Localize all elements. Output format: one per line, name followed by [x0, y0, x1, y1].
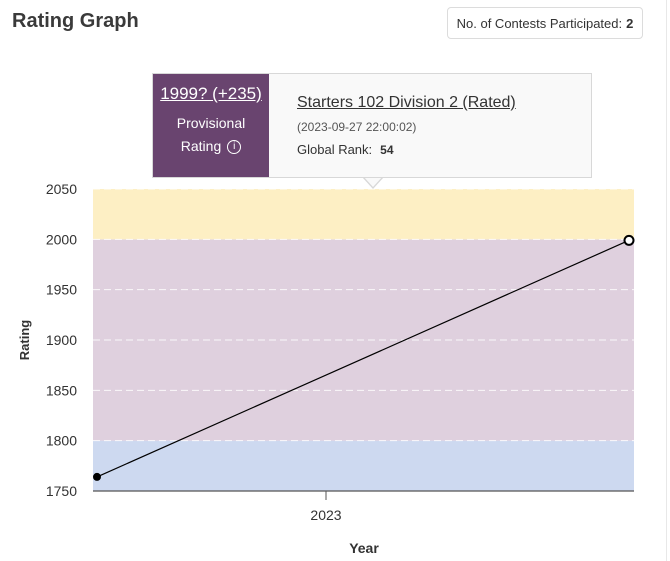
contest-name-link[interactable]: Starters 102 Division 2 (Rated): [297, 94, 516, 111]
data-point: [93, 472, 101, 481]
rating-band-2: [93, 189, 634, 240]
y-tick-label: 2050: [46, 181, 77, 197]
tooltip-details: Starters 102 Division 2 (Rated) (2023-09…: [269, 74, 516, 177]
rating-series: [93, 234, 635, 481]
y-tick-label: 1850: [46, 382, 77, 398]
contests-badge: No. of Contests Participated: 2: [447, 7, 643, 39]
tooltip-rating-panel: 1999? (+235) Provisional Rating i: [153, 74, 269, 177]
provisional-line2-text: Rating: [180, 138, 222, 154]
contest-tooltip: 1999? (+235) Provisional Rating i Starter…: [152, 73, 592, 178]
y-tick-label: 1750: [46, 483, 77, 499]
provisional-line1: Provisional: [176, 115, 246, 131]
contests-label: No. of Contests Participated:: [456, 15, 623, 31]
tooltip-arrow-fill: [363, 176, 383, 187]
y-tick-label: 1800: [46, 433, 77, 449]
tooltip-rating-link[interactable]: 1999? (+235): [160, 84, 262, 103]
provisional-line2: Rating i: [153, 135, 269, 158]
global-rank: Global Rank: 54: [297, 142, 516, 157]
page-title: Rating Graph: [12, 10, 139, 32]
grid-lines: [93, 188, 634, 442]
x-tick-labels: 2023: [310, 491, 342, 523]
y-tick-label: 1950: [46, 282, 77, 298]
info-icon[interactable]: i: [227, 140, 242, 155]
y-axis-label: Rating: [17, 320, 32, 361]
global-rank-label: Global Rank:: [297, 142, 373, 157]
y-tick-label: 1900: [46, 332, 77, 348]
panel-border: [666, 0, 667, 561]
y-tick-label: 2000: [46, 231, 77, 247]
x-axis-label: Year: [349, 540, 379, 556]
x-tick-label: 2023: [310, 507, 341, 523]
contest-date: (2023-09-27 22:00:02): [297, 120, 417, 134]
y-tick-labels: 2050 2000 1950 1900 1850 1800 1750: [46, 181, 77, 499]
selected-data-point: [623, 234, 635, 246]
rating-band-0: [93, 440, 634, 491]
contests-count: 2: [626, 15, 634, 31]
rating-line: [96, 239, 630, 478]
provisional-rating-label: Provisional Rating i: [153, 112, 269, 158]
global-rank-value: 54: [380, 143, 394, 157]
